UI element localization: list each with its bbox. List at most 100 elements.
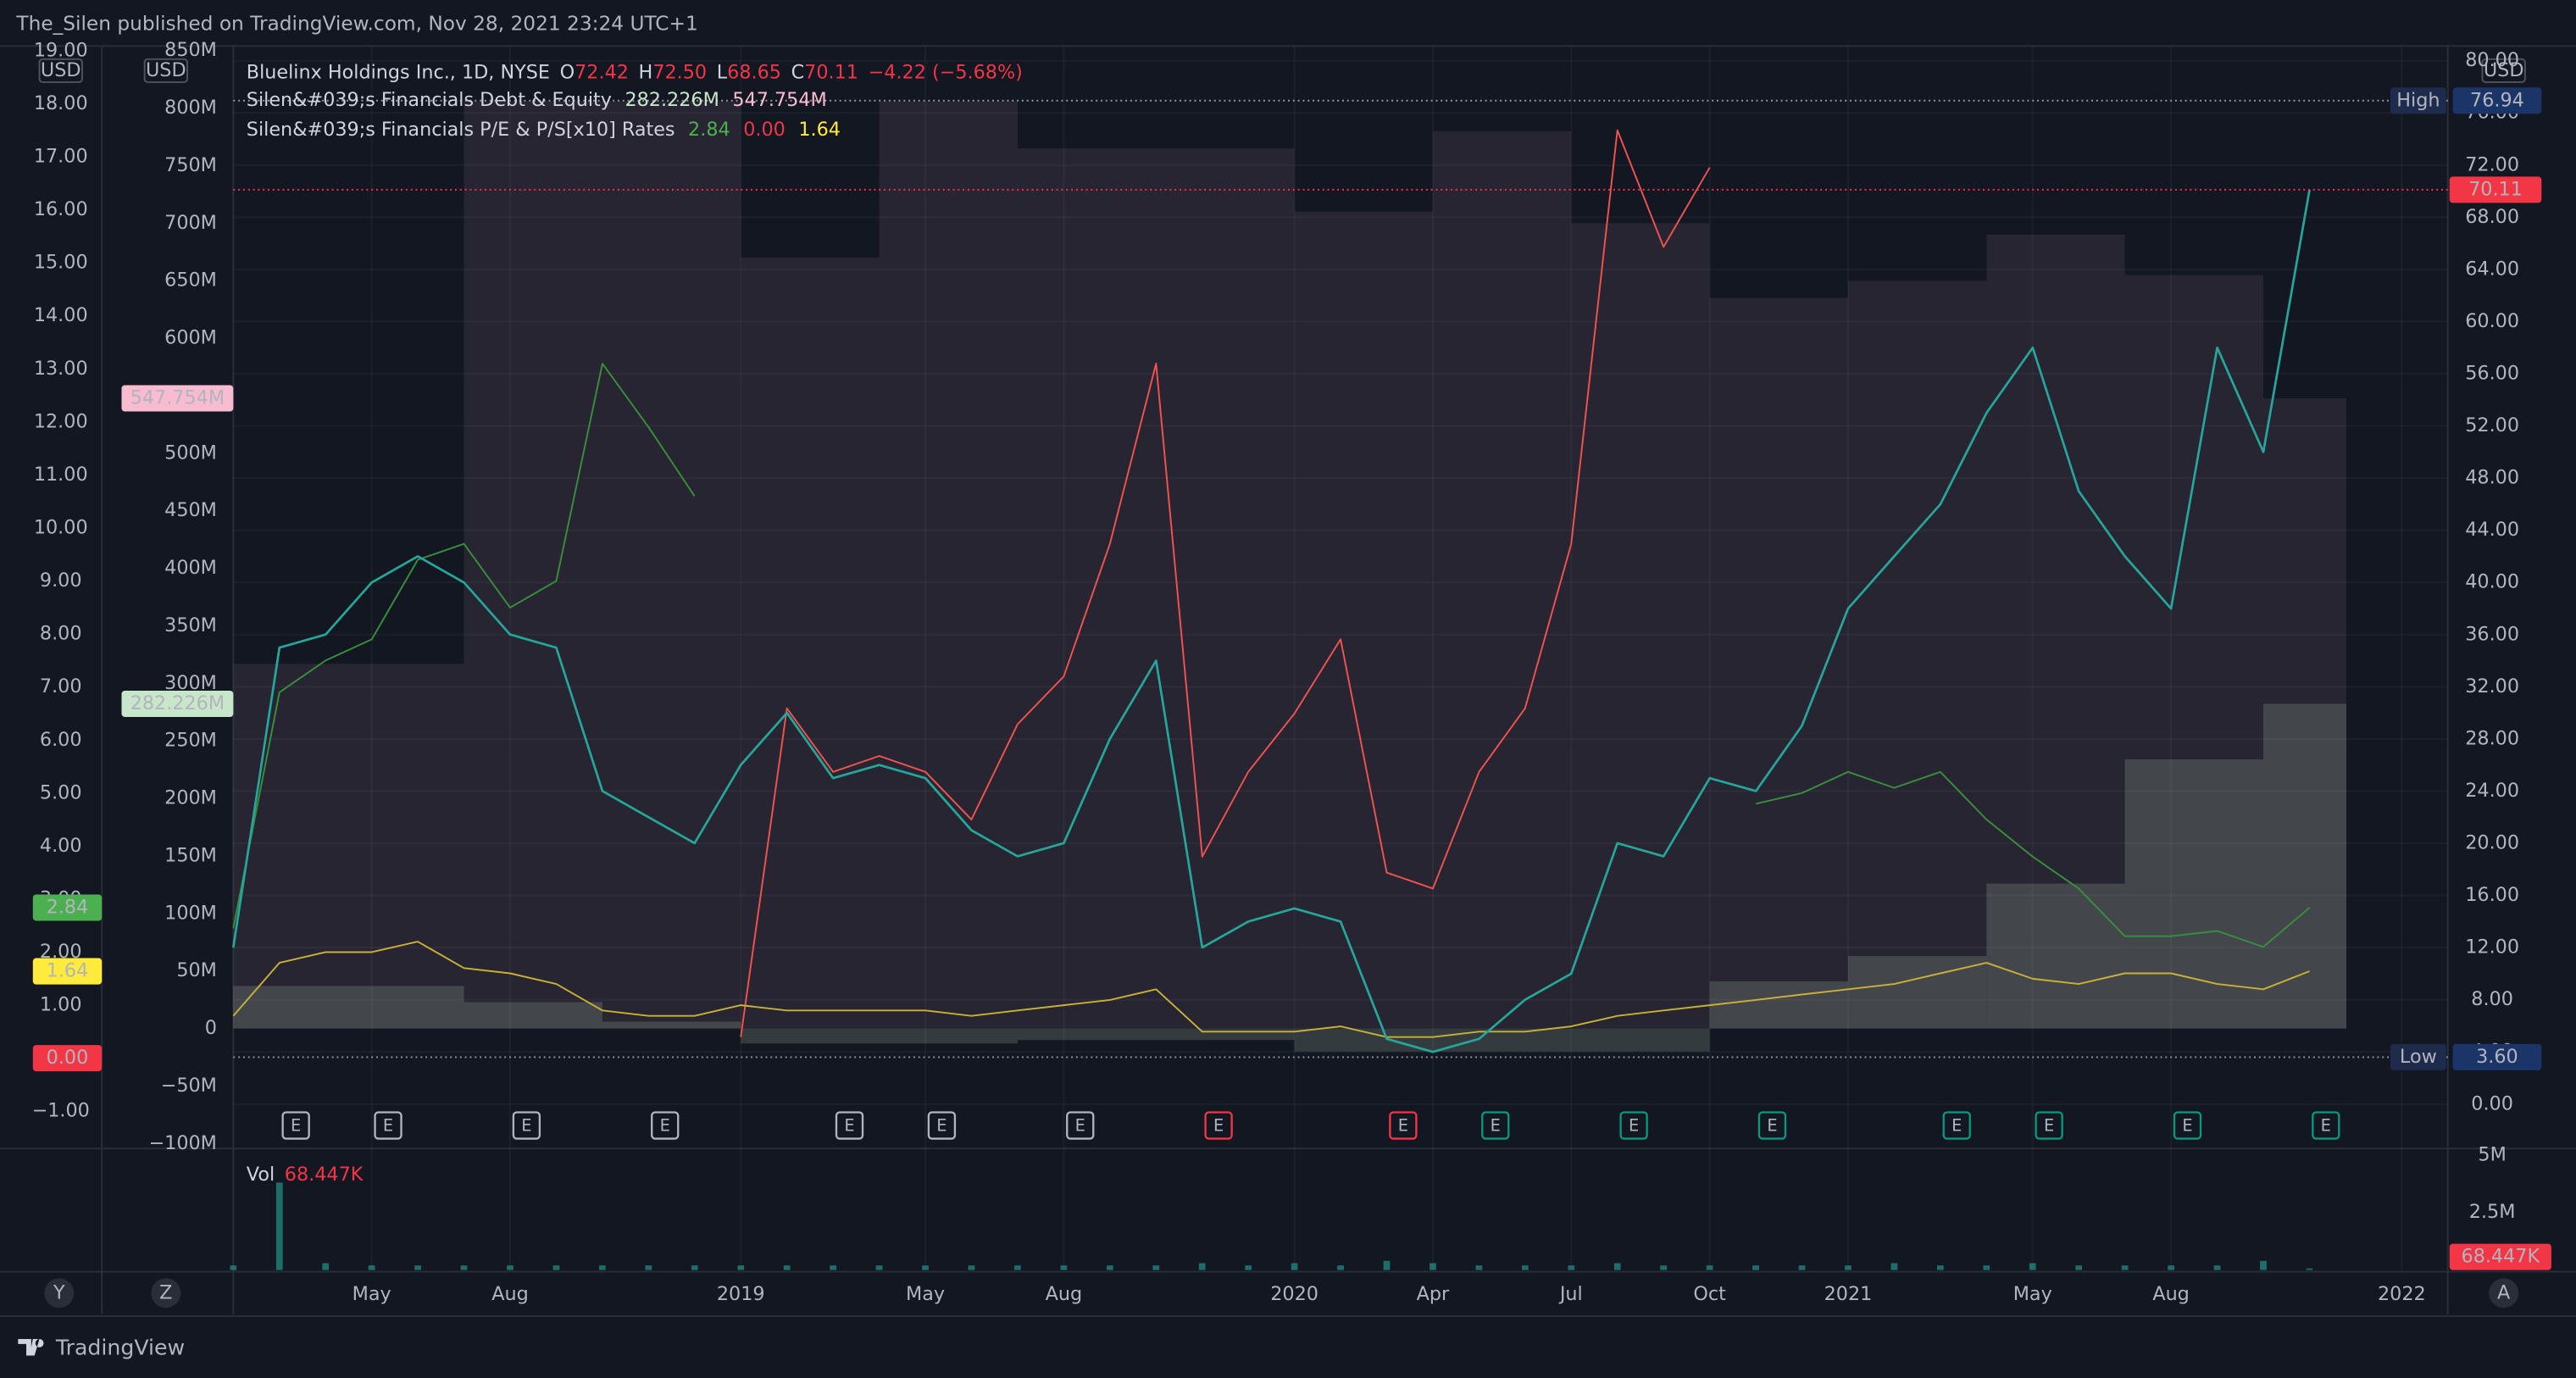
y-tick-label: 5M [2478, 1143, 2506, 1165]
header-title: The_Silen published on TradingView.com, … [15, 13, 697, 36]
volume-bar [2260, 1260, 2267, 1270]
earnings-marker [281, 1111, 310, 1140]
step-area [1986, 883, 2125, 1029]
y-tick-label: 850M [164, 39, 217, 61]
earnings-marker [651, 1111, 680, 1140]
step-area [1156, 1028, 1295, 1041]
volume-bar [1014, 1265, 1021, 1270]
button-label[interactable]: A [2497, 1281, 2511, 1303]
button[interactable] [2489, 1278, 2519, 1309]
y-tick-label: 13.00 [34, 358, 88, 380]
volume-bar [1706, 1265, 1713, 1270]
ohlc-label: O [560, 61, 575, 83]
pe-legend: Silen&#039;s Financials P/E & P/S[x10] R… [247, 119, 841, 141]
volume-bar [322, 1263, 330, 1270]
earnings-label: E [1398, 1115, 1408, 1135]
earnings-marker [1757, 1111, 1787, 1140]
y-tick-label: 300M [164, 672, 217, 694]
volume-bar [2075, 1265, 2083, 1270]
unit-label: USD [41, 59, 81, 81]
y-tick-label: 19.00 [34, 39, 88, 61]
step-area [1156, 148, 1295, 1029]
y-tick-label: 44.00 [2465, 519, 2519, 541]
price-line [231, 189, 2311, 1053]
y-tick-label: 12.00 [2465, 936, 2519, 958]
volume-bar [1152, 1265, 1160, 1270]
y-tick-label: 40.00 [2465, 571, 2519, 593]
value-box-label: 282.226M [130, 692, 225, 714]
value-box [2390, 1043, 2446, 1070]
volume-bar [1198, 1263, 1206, 1270]
y-tick-label: 5.00 [40, 781, 82, 803]
ohlc-value: 70.11 [804, 61, 858, 83]
step-area [602, 101, 741, 1029]
volume-bar [1291, 1263, 1298, 1270]
y-tick-label: 700M [164, 212, 217, 234]
step-area [741, 1028, 880, 1044]
value-box [2449, 176, 2542, 203]
y-tick-label: 0.00 [2471, 1092, 2513, 1114]
earnings-label: E [936, 1115, 947, 1135]
indicator-value: 1.64 [798, 119, 841, 141]
unit-label: USD [146, 59, 186, 81]
y-tick-label: 7.00 [40, 675, 82, 697]
volume-bar [830, 1265, 836, 1270]
unit-box [143, 58, 188, 83]
button-label[interactable]: Z [159, 1281, 172, 1303]
value-box-label: 68.447K [2462, 1246, 2541, 1268]
indicator-title: Silen&#039;s Financials P/E & P/S[x10] R… [247, 119, 675, 141]
earnings-label: E [1491, 1115, 1501, 1135]
earnings-label: E [1075, 1115, 1085, 1135]
value-box [32, 894, 103, 921]
earnings-marker [835, 1111, 864, 1140]
y-tick-label: 16.00 [34, 198, 88, 220]
earnings-marker [512, 1111, 541, 1140]
button[interactable] [151, 1278, 181, 1309]
volume-bar [368, 1265, 375, 1270]
y-tick-label: 32.00 [2465, 675, 2519, 697]
volume-title: Vol [247, 1164, 275, 1186]
value-box [121, 385, 234, 412]
indicator-value: 282.226M [625, 89, 719, 111]
x-tick-label: Jul [1558, 1283, 1583, 1305]
value-box [32, 958, 103, 985]
volume-bar [1060, 1265, 1068, 1270]
earnings-marker [2173, 1111, 2202, 1140]
volume-bar [599, 1265, 606, 1270]
ohlc-value: 72.50 [652, 61, 707, 83]
earnings-label: E [1767, 1115, 1777, 1135]
y-tick-label: 800M [164, 97, 217, 119]
earnings-marker [1942, 1111, 1971, 1140]
step-area [233, 986, 464, 1029]
earnings-marker [1619, 1111, 1648, 1140]
volume-bar [230, 1265, 237, 1270]
step-area [1847, 281, 1987, 1029]
volume-bar [460, 1265, 468, 1270]
y-tick-label: 750M [164, 154, 217, 176]
volume-bar [1752, 1265, 1759, 1270]
y-tick-label: 16.00 [2465, 884, 2519, 906]
earnings-label: E [1629, 1115, 1639, 1135]
step-area [1986, 234, 2125, 1029]
volume-bar [1660, 1265, 1668, 1270]
x-tick-label: Aug [2152, 1283, 2190, 1305]
earnings-label: E [383, 1115, 393, 1135]
volume-bar [968, 1265, 975, 1270]
y-tick-label: 500M [164, 442, 217, 464]
step-area [2262, 398, 2346, 1029]
volume-bar [507, 1265, 514, 1270]
indicator-title: Silen&#039;s Financials Debt & Equity [247, 89, 612, 111]
button[interactable] [44, 1278, 75, 1309]
earnings-marker [1066, 1111, 1095, 1140]
earnings-marker [1481, 1111, 1510, 1140]
step-area [602, 1021, 741, 1029]
button-label[interactable]: Y [53, 1281, 65, 1303]
x-tick-label: Aug [491, 1283, 529, 1305]
volume-bar [2213, 1265, 2221, 1270]
volume-value: 68.447K [285, 1164, 364, 1186]
y-tick-label: 36.00 [2465, 623, 2519, 645]
step-area [1432, 131, 1572, 1029]
volume-bar [2029, 1263, 2036, 1270]
